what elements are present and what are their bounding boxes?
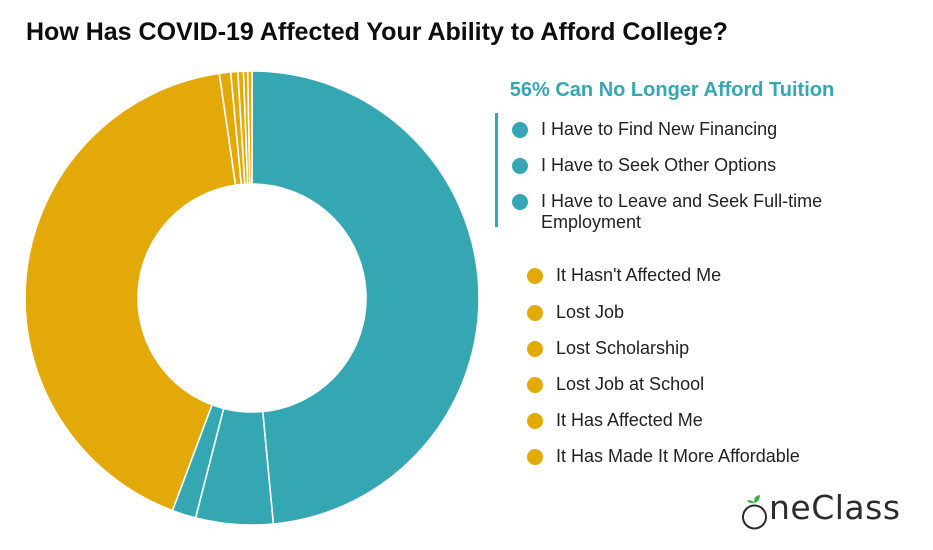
legend-swatch xyxy=(512,194,528,210)
donut-slice-8 xyxy=(246,70,253,185)
legend-item-lost-job: Lost Job xyxy=(527,302,896,323)
legend-item-lost-scholarship: Lost Scholarship xyxy=(527,338,896,359)
legend-label: I Have to Leave and Seek Full-time Emplo… xyxy=(541,191,823,232)
legend-item-more-affordable: It Has Made It More Affordable xyxy=(527,446,896,467)
legend-item-seek-other-options: I Have to Seek Other Options xyxy=(512,155,881,176)
legend-swatch xyxy=(527,268,543,284)
legend-swatch xyxy=(527,413,543,429)
donut-slice-3 xyxy=(24,72,237,512)
legend-label: Lost Job xyxy=(556,302,625,322)
legend-swatch xyxy=(527,377,543,393)
legend-item-leave-seek-employment: I Have to Leave and Seek Full-time Emplo… xyxy=(512,191,886,233)
legend-swatch xyxy=(527,305,543,321)
legend-item-has-affected-me: It Has Affected Me xyxy=(527,410,896,431)
legend-swatch xyxy=(527,449,543,465)
legend-item-not-affected: It Hasn't Affected Me xyxy=(527,265,896,286)
oneclass-logo: neClass xyxy=(741,488,901,530)
legend-label: Lost Job at School xyxy=(556,374,705,394)
legend-item-lost-job-at-school: Lost Job at School xyxy=(527,374,896,395)
leaf-icon xyxy=(742,495,767,530)
legend-label: I Have to Seek Other Options xyxy=(541,155,777,175)
legend-item-find-new-financing: I Have to Find New Financing xyxy=(512,119,881,140)
legend-label: It Hasn't Affected Me xyxy=(556,265,722,285)
legend-label: Lost Scholarship xyxy=(556,338,690,358)
logo-o-with-leaf xyxy=(741,494,768,530)
legend-label: It Has Made It More Affordable xyxy=(556,446,800,466)
donut-slice-0 xyxy=(251,70,480,525)
legend-label: I Have to Find New Financing xyxy=(541,119,778,139)
legend-swatch xyxy=(512,158,528,174)
chart-title: How Has COVID-19 Affected Your Ability t… xyxy=(26,18,728,46)
logo-wordmark: neClass xyxy=(769,488,901,527)
legend-swatch xyxy=(512,122,528,138)
legend-swatch xyxy=(527,341,543,357)
legend-label: It Has Affected Me xyxy=(556,410,703,430)
legend-group-heading: 56% Can No Longer Afford Tuition xyxy=(509,79,835,101)
legend-group-bracket xyxy=(495,113,498,227)
